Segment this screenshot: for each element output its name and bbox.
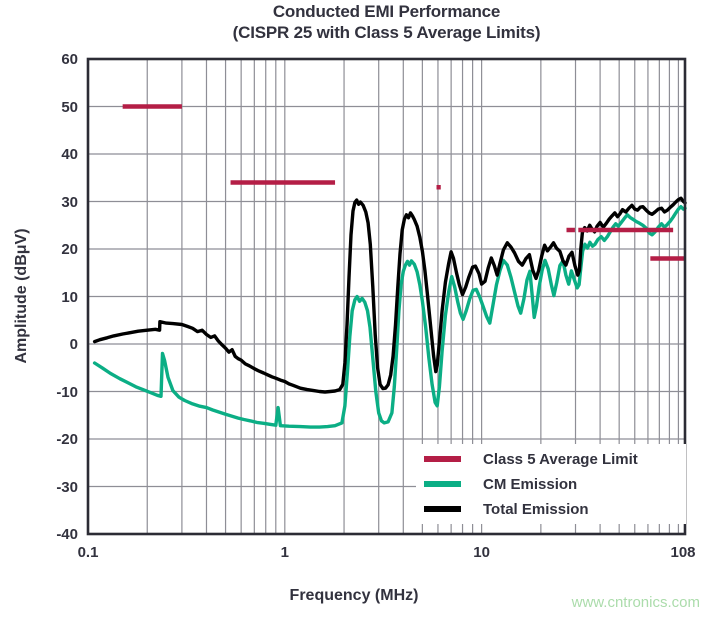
limit-line-swatch: [424, 456, 461, 462]
y-tick-label: 50: [61, 98, 78, 116]
x-axis-label: Frequency (MHz): [289, 587, 419, 604]
y-tick-label: 30: [61, 193, 78, 211]
chart-title: Conducted EMI Performance (CISPR 25 with…: [88, 1, 685, 43]
total-emission-line-swatch: [424, 506, 461, 512]
cm-emission-line-swatch: [424, 481, 461, 487]
legend-item-cm-emission: CM Emission: [416, 473, 686, 495]
chart-title-line1: Conducted EMI Performance: [272, 2, 501, 21]
cm-emission-curve: [92, 204, 687, 429]
y-tick-label: 0: [69, 336, 78, 353]
total-emission-curve: [92, 196, 687, 394]
y-tick-label: -30: [56, 478, 78, 496]
plot-border: [86, 57, 687, 536]
legend-label: Class 5 Average Limit: [483, 450, 638, 468]
watermark: www.cntronics.com: [571, 594, 700, 611]
x-tick-label: 0.1: [77, 544, 99, 561]
chart-title-line2: (CISPR 25 with Class 5 Average Limits): [232, 23, 541, 42]
y-tick-label: 20: [61, 241, 78, 258]
y-tick-label: 60: [61, 51, 78, 68]
y-tick-label: -20: [56, 431, 78, 448]
legend-item-total-emission: Total Emission: [416, 498, 686, 520]
y-axis-label: Amplitude (dBμV): [13, 228, 30, 364]
y-tick-label: -40: [56, 526, 78, 543]
x-tick-label: 108: [670, 544, 696, 561]
y-tick-label: 40: [61, 146, 78, 163]
legend-label: Total Emission: [483, 500, 589, 518]
x-tick-label: 10: [473, 544, 490, 561]
legend-label: CM Emission: [483, 475, 578, 493]
legend: Class 5 Average Limit CM Emission Total …: [416, 444, 686, 524]
legend-item-class5-average-limit: Class 5 Average Limit: [416, 448, 686, 470]
x-tick-label: 1: [280, 544, 289, 561]
y-tick-label: 10: [61, 288, 78, 306]
y-tick-label: -10: [56, 383, 78, 401]
